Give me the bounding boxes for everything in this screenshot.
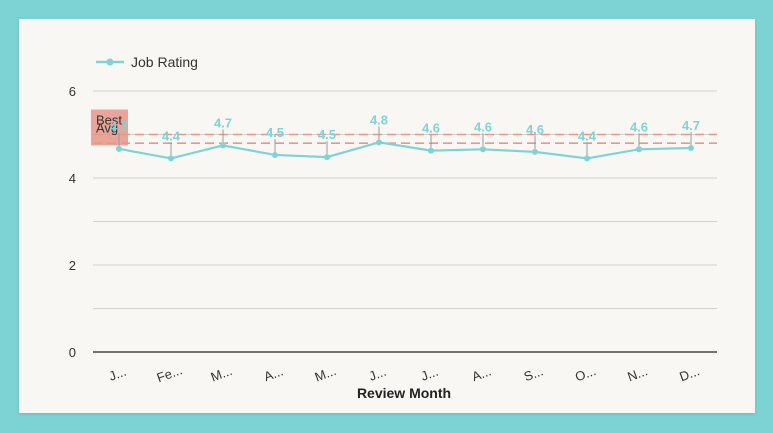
data-point <box>376 139 382 146</box>
series-line <box>118 141 692 160</box>
data-point <box>428 147 434 154</box>
x-tick-label: J... <box>419 364 440 384</box>
gridlines <box>93 90 717 309</box>
x-tick-label: O... <box>573 363 598 384</box>
reference-label-best: Best <box>96 113 122 128</box>
x-tick-label: A... <box>262 363 285 384</box>
x-tick-label: J... <box>107 364 128 384</box>
data-point <box>168 155 174 162</box>
data-point <box>636 146 642 153</box>
series-job-rating: 4.7 4.4 4.7 4.5 4.5 4.8 4.6 4.6 4.6 4.4 4.6 4.7 <box>110 112 700 162</box>
x-tick-label: M... <box>209 363 234 385</box>
data-label: 4.6 <box>474 119 492 134</box>
reference-label-avg: Avg <box>96 121 118 136</box>
data-label: 4.5 <box>266 125 284 140</box>
data-label: 4.4 <box>578 128 597 143</box>
reference-label-box <box>91 109 128 146</box>
x-tick-label: Fe... <box>155 362 185 385</box>
data-label: 4.7 <box>682 118 700 133</box>
legend[interactable]: Job Rating <box>96 54 198 70</box>
data-label: 4.7 <box>110 119 128 134</box>
y-tick-label: 0 <box>69 345 76 360</box>
x-tick-label: J... <box>367 364 388 384</box>
data-point <box>480 146 486 153</box>
data-label: 4.7 <box>214 115 232 130</box>
legend-marker <box>106 58 114 66</box>
data-label: 4.6 <box>422 121 440 136</box>
data-point <box>116 145 122 152</box>
data-label: 4.5 <box>318 127 336 142</box>
y-tick-label: 6 <box>69 84 76 99</box>
data-point <box>584 155 590 162</box>
x-tick-label: S... <box>522 363 545 384</box>
data-point <box>324 154 330 161</box>
x-tick-label: M... <box>313 363 338 385</box>
x-axis: J... Fe... M... A... M... J... J... A... S... O..… <box>107 362 702 385</box>
data-label: 4.4 <box>162 128 181 143</box>
x-tick-label: D... <box>677 363 701 384</box>
data-label: 4.8 <box>370 112 388 127</box>
data-point <box>220 142 226 149</box>
chart-card <box>19 19 755 413</box>
y-tick-label: 2 <box>69 258 76 273</box>
data-point <box>272 151 278 158</box>
legend-label-job-rating: Job Rating <box>131 54 198 70</box>
y-tick-label: 4 <box>69 171 76 186</box>
data-label: 4.6 <box>630 119 648 134</box>
x-axis-title: Review Month <box>357 385 451 401</box>
data-point <box>532 148 538 155</box>
data-point <box>688 144 694 151</box>
x-tick-label: N... <box>625 363 649 384</box>
reference-label-background <box>91 109 128 146</box>
y-axis: 0 2 4 6 <box>69 84 717 360</box>
data-label: 4.6 <box>526 122 544 137</box>
x-tick-label: A... <box>470 363 493 384</box>
